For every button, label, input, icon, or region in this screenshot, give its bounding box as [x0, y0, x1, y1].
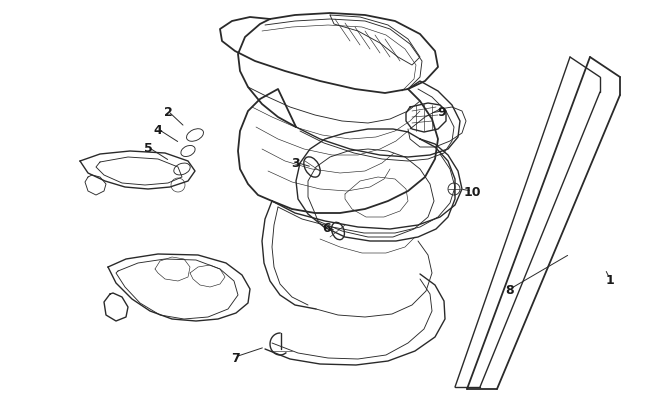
- Text: 2: 2: [164, 105, 172, 118]
- Text: 3: 3: [291, 156, 299, 169]
- Text: 5: 5: [144, 141, 152, 154]
- Text: 1: 1: [606, 273, 614, 286]
- Text: 8: 8: [506, 283, 514, 296]
- Text: 6: 6: [322, 221, 332, 234]
- Text: 7: 7: [231, 351, 239, 364]
- Text: 10: 10: [463, 185, 481, 198]
- Text: 4: 4: [153, 123, 162, 136]
- Text: 9: 9: [437, 105, 447, 118]
